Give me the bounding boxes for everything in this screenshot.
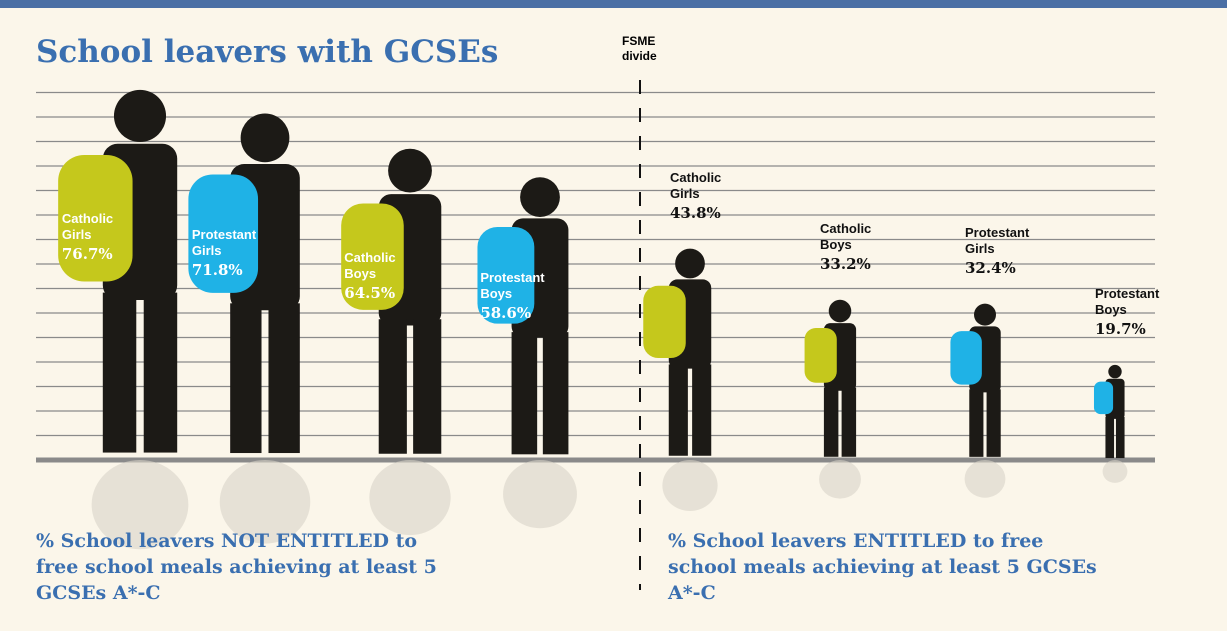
caption: % School leavers NOT ENTITLED to free sc… — [36, 528, 466, 606]
head — [241, 114, 290, 163]
reflection — [369, 460, 450, 535]
leg — [543, 332, 569, 454]
leg — [413, 319, 441, 454]
reflection — [1103, 460, 1128, 483]
category-label: Protestant Girls — [965, 225, 1045, 257]
figure — [341, 149, 450, 535]
backpack — [950, 331, 981, 384]
leg — [512, 332, 538, 454]
category-label: Protestant Girls — [192, 227, 272, 259]
category-label: Catholic Girls — [62, 211, 142, 243]
value-label: 76.7% — [62, 245, 113, 263]
leg — [379, 319, 407, 454]
leg — [230, 303, 261, 453]
reflection — [662, 460, 717, 511]
backpack — [1094, 382, 1113, 414]
value-label: 58.6% — [480, 304, 531, 322]
category-label: Protestant Boys — [480, 270, 560, 302]
category-label: Protestant Boys — [1095, 286, 1175, 318]
figure — [188, 114, 310, 544]
figure — [805, 300, 861, 499]
leg — [144, 293, 177, 453]
leg — [842, 388, 856, 457]
head — [829, 300, 852, 323]
figure — [1094, 365, 1127, 483]
head — [520, 177, 560, 217]
value-label: 43.8% — [670, 204, 721, 222]
leg — [1116, 417, 1125, 458]
value-label: 33.2% — [820, 255, 871, 273]
backpack — [805, 328, 837, 383]
caption: % School leavers ENTITLED to free school… — [668, 528, 1098, 606]
top-bar — [0, 0, 1227, 8]
category-label: Catholic Boys — [344, 250, 424, 282]
reflection — [965, 460, 1006, 498]
figure — [477, 177, 576, 528]
leg — [103, 293, 136, 453]
head — [675, 249, 705, 279]
divider-label: FSME divide — [622, 34, 662, 64]
infographic: School leavers with GCSEs FSME divide % … — [0, 0, 1227, 631]
value-label: 71.8% — [192, 261, 243, 279]
leg — [824, 388, 838, 457]
category-label: Catholic Boys — [820, 221, 900, 253]
chart-title: School leavers with GCSEs — [36, 34, 498, 70]
head — [1108, 365, 1121, 378]
figure — [58, 90, 188, 549]
value-label: 32.4% — [965, 259, 1016, 277]
head — [388, 149, 432, 193]
leg — [669, 364, 688, 455]
figure — [643, 249, 717, 511]
value-label: 64.5% — [344, 284, 395, 302]
reflection — [503, 460, 577, 528]
leg — [268, 303, 299, 453]
reflection — [819, 460, 861, 499]
category-label: Catholic Girls — [670, 170, 750, 202]
leg — [969, 389, 983, 457]
head — [114, 90, 166, 142]
leg — [1105, 417, 1114, 458]
head — [974, 304, 996, 326]
leg — [987, 389, 1001, 457]
leg — [692, 364, 711, 455]
value-label: 19.7% — [1095, 320, 1146, 338]
figure — [950, 304, 1005, 498]
backpack — [643, 286, 685, 358]
